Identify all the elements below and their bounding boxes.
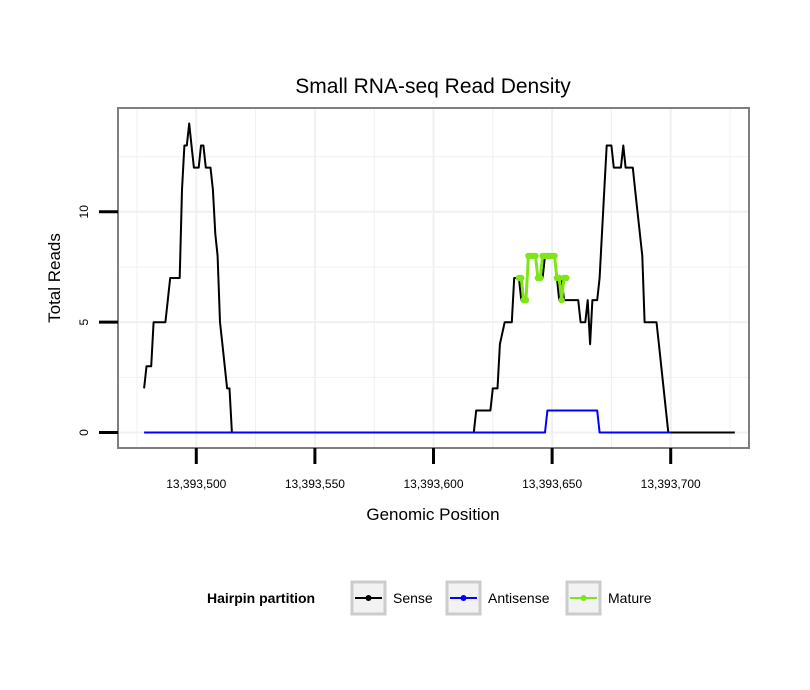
y-axis: 0 5 10 [77,205,118,436]
data-point-mature [558,296,565,304]
legend-swatch-dot-antisense [460,595,467,601]
data-point-mature [532,252,539,260]
legend-swatch-dot-mature [580,595,587,601]
legend-swatch-dot-sense [365,595,372,601]
y-axis-label: Total Reads [45,233,64,323]
chart-title: Small RNA-seq Read Density [295,75,571,98]
y-tick-label: 0 [77,429,91,436]
legend-label-antisense: Antisense [488,590,550,606]
data-point-mature [518,274,525,282]
x-tick-label: 13,393,700 [641,477,701,491]
grid-lines [118,108,749,448]
series-line-antisense [144,409,671,434]
y-tick-label: 10 [77,205,91,219]
data-point-mature [556,274,563,282]
data-point-mature [522,296,530,304]
x-tick-label: 13,393,550 [285,477,345,491]
legend: Hairpin partition Sense Antisense Mature [207,580,652,616]
data-point-mature [551,252,558,260]
legend-label-sense: Sense [393,590,433,606]
data-point-mature [563,274,570,282]
legend-label-mature: Mature [608,590,652,606]
series-layer [143,122,735,434]
x-tick-label: 13,393,600 [403,477,463,491]
x-tick-label: 13,393,500 [166,477,226,491]
y-tick-label: 5 [77,318,91,325]
x-axis: 13,393,500 13,393,550 13,393,600 13,393,650… [166,448,701,491]
x-axis-label: Genomic Position [366,505,499,524]
legend-title: Hairpin partition [207,590,315,606]
data-point-mature [537,274,544,282]
x-tick-label: 13,393,650 [522,477,582,491]
